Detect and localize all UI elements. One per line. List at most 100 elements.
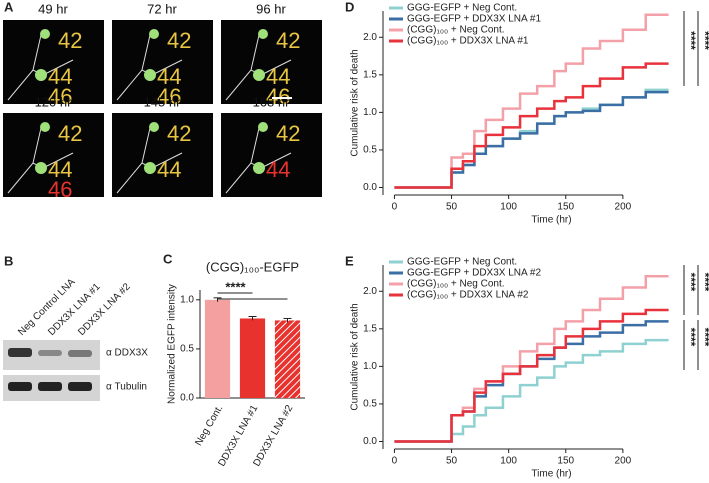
x-tick-label: 0: [392, 202, 398, 213]
x-tick-label: 200: [615, 202, 632, 213]
micrograph: [221, 113, 322, 197]
legend-label: (CGG)₁₀₀ + DDX3X LNA #2: [407, 290, 529, 301]
cell-label: 42: [58, 28, 82, 53]
y-axis-label: Normalized EGFP intensity: [167, 284, 178, 404]
soma: [35, 69, 47, 81]
cell-label: 46: [48, 84, 72, 109]
soma: [40, 122, 50, 132]
cell-label: 44: [266, 64, 290, 89]
cell-label: 42: [276, 121, 300, 146]
y-tick-label: 0.0: [180, 393, 194, 404]
y-tick-label: 2.0: [363, 286, 377, 297]
cell-label: 42: [167, 121, 191, 146]
blot: [3, 340, 100, 401]
legend-label: GGG-EGFP + DDX3X LNA #1: [407, 14, 541, 25]
x-axis-label: Time (hr): [531, 215, 571, 226]
micrograph: [112, 113, 213, 197]
cell-label: 46: [266, 84, 290, 109]
cell-label: 42: [276, 28, 300, 53]
y-tick-label: 1.0: [180, 294, 194, 305]
time-label: 145 hr: [144, 94, 182, 109]
y-axis-label: Cumulative risk of death: [350, 303, 361, 410]
time-label: 49 hr: [38, 1, 68, 16]
legend-label: GGG-EGFP + Neg Cont.: [407, 257, 517, 268]
lane-label: DDX3X LNA #2: [76, 281, 133, 338]
panel-label: E: [345, 253, 354, 268]
lane-label: DDX3X LNA #1: [46, 281, 103, 338]
band-label: α Tubulin: [106, 382, 147, 393]
panel-label: B: [4, 253, 13, 268]
cell-label: 42: [167, 28, 191, 53]
legend-label: (CGG)₁₀₀ + Neg Cont.: [407, 25, 505, 36]
x-tick-label: 100: [500, 456, 517, 467]
legend-label: (CGG)₁₀₀ + DDX3X LNA #1: [407, 36, 529, 47]
cell-label: 46: [157, 84, 181, 109]
x-tick-label: 50: [446, 202, 458, 213]
soma: [40, 29, 50, 39]
x-tick-label: 0: [392, 456, 398, 467]
x-tick-label: 100: [500, 202, 517, 213]
soma: [253, 162, 265, 174]
y-tick-label: 1.5: [363, 323, 377, 334]
significance: ****: [684, 273, 698, 292]
bar: [204, 299, 231, 398]
x-tick-label: 150: [557, 202, 574, 213]
micrograph: [112, 20, 213, 104]
bar: [274, 320, 301, 398]
step-line: [394, 88, 669, 189]
panel-label: C: [163, 251, 173, 266]
x-tick-label: Neg Cont.: [193, 403, 225, 447]
soma: [149, 29, 159, 39]
step-line: [394, 338, 669, 443]
y-tick-label: 1.0: [363, 107, 377, 118]
cell-label: 46: [48, 177, 72, 202]
soma: [35, 162, 47, 174]
legend-label: GGG-EGFP + DDX3X LNA #2: [407, 268, 541, 279]
step-line: [394, 275, 669, 443]
step-line: [394, 308, 669, 443]
x-axis-label: Time (hr): [531, 469, 571, 480]
micrograph: [3, 20, 104, 104]
band-label: α DDX3X: [106, 348, 148, 359]
significance: ****: [684, 31, 698, 50]
y-tick-label: 0.0: [363, 436, 377, 447]
cell-label: 44: [157, 64, 181, 89]
soma: [253, 69, 265, 81]
step-line: [394, 13, 669, 189]
y-axis-label: Cumulative risk of death: [350, 49, 361, 156]
soma: [144, 162, 156, 174]
legend-label: (CGG)₁₀₀ + Neg Cont.: [407, 279, 505, 290]
panel-label: D: [345, 0, 354, 14]
y-tick-label: 0.0: [363, 182, 377, 193]
y-tick-label: 2.0: [363, 32, 377, 43]
time-label: 120 hr: [35, 94, 73, 109]
significance: ****: [698, 273, 709, 292]
soma: [144, 69, 156, 81]
time-label: 96 hr: [256, 1, 286, 16]
legend-label: GGG-EGFP + Neg Cont.: [407, 3, 517, 14]
x-tick-label: 200: [615, 456, 632, 467]
cell-label: 44: [48, 64, 72, 89]
soma: [149, 122, 159, 132]
y-tick-label: 0.5: [363, 399, 377, 410]
y-tick-label: 0.5: [180, 344, 194, 355]
significance: ****: [225, 279, 246, 294]
cell-label: 44: [266, 157, 290, 182]
soma: [258, 122, 268, 132]
y-tick-label: 1.5: [363, 69, 377, 80]
step-line: [394, 62, 669, 189]
bar: [239, 318, 266, 398]
cell-label: 44: [48, 157, 72, 182]
time-label: 168 hr: [253, 94, 291, 109]
micrograph: [3, 113, 104, 197]
significance: ****: [698, 31, 709, 50]
panel-label: A: [4, 0, 14, 14]
chart-title: (CGG)₁₀₀-EGFP: [206, 259, 299, 274]
micrograph: [221, 20, 322, 104]
y-tick-label: 1.0: [363, 361, 377, 372]
step-line: [394, 90, 669, 189]
x-tick-label: 50: [446, 456, 458, 467]
step-line: [394, 320, 669, 443]
cell-label: 42: [58, 121, 82, 146]
